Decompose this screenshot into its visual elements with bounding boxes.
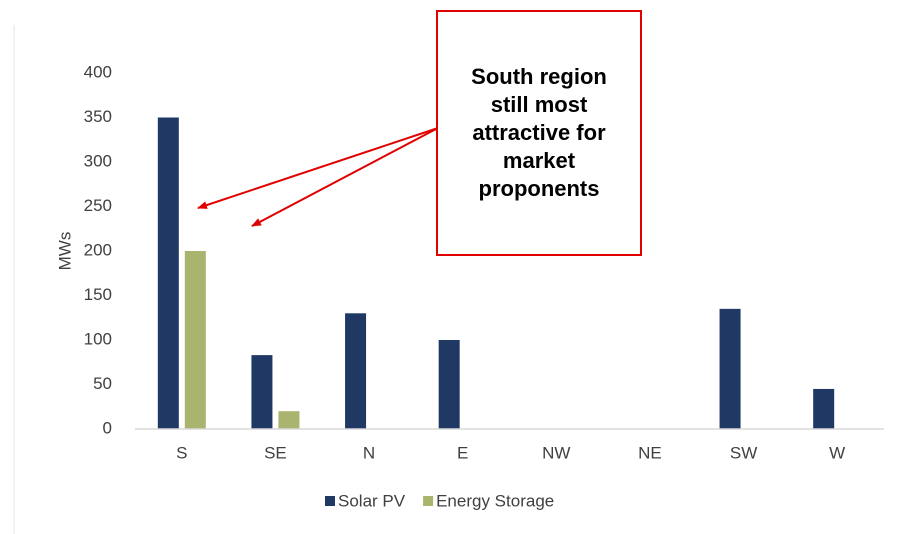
y-tick-label: 0 (103, 418, 112, 437)
callout-arrow-storage (251, 127, 439, 227)
x-axis: S SE N E NW NE SW W (176, 443, 845, 462)
bars-group (157, 117, 835, 429)
bar-solar-pv-w (813, 388, 835, 429)
x-tick-label: SE (264, 443, 287, 462)
legend-label: Energy Storage (436, 491, 554, 510)
y-tick-label: 400 (84, 62, 112, 81)
x-tick-label: NE (638, 443, 662, 462)
y-tick-label: 50 (93, 374, 112, 393)
legend-label: Solar PV (338, 491, 406, 510)
bar-solar-pv-sw (719, 308, 741, 429)
callout-text: South region still most attractive for m… (471, 64, 607, 201)
x-tick-label: W (829, 443, 845, 462)
x-tick-label: N (363, 443, 375, 462)
bar-energy-storage-s (184, 251, 206, 429)
bar-solar-pv-e (438, 340, 460, 429)
bar-solar-pv-se (251, 355, 273, 429)
bar-energy-storage-se (278, 411, 300, 429)
callout-arrow-solar (197, 127, 439, 209)
y-tick-label: 200 (84, 240, 112, 259)
callout-box: South region still most attractive for m… (436, 10, 642, 256)
y-tick-label: 250 (84, 196, 112, 215)
x-tick-label: NW (542, 443, 570, 462)
y-tick-label: 350 (84, 107, 112, 126)
y-tick-label: 150 (84, 285, 112, 304)
legend-swatch (423, 496, 434, 506)
bar-solar-pv-n (345, 313, 367, 429)
y-axis-title: MWs (55, 232, 74, 271)
legend: Solar PV Energy Storage (325, 491, 554, 510)
y-tick-label: 300 (84, 151, 112, 170)
y-axis: 0 50 100 150 200 250 300 350 400 (84, 62, 112, 437)
x-tick-label: E (457, 443, 468, 462)
x-tick-label: S (176, 443, 187, 462)
legend-swatch (325, 496, 335, 506)
y-tick-label: 100 (84, 329, 112, 348)
bar-solar-pv-s (157, 117, 179, 429)
x-tick-label: SW (730, 443, 757, 462)
